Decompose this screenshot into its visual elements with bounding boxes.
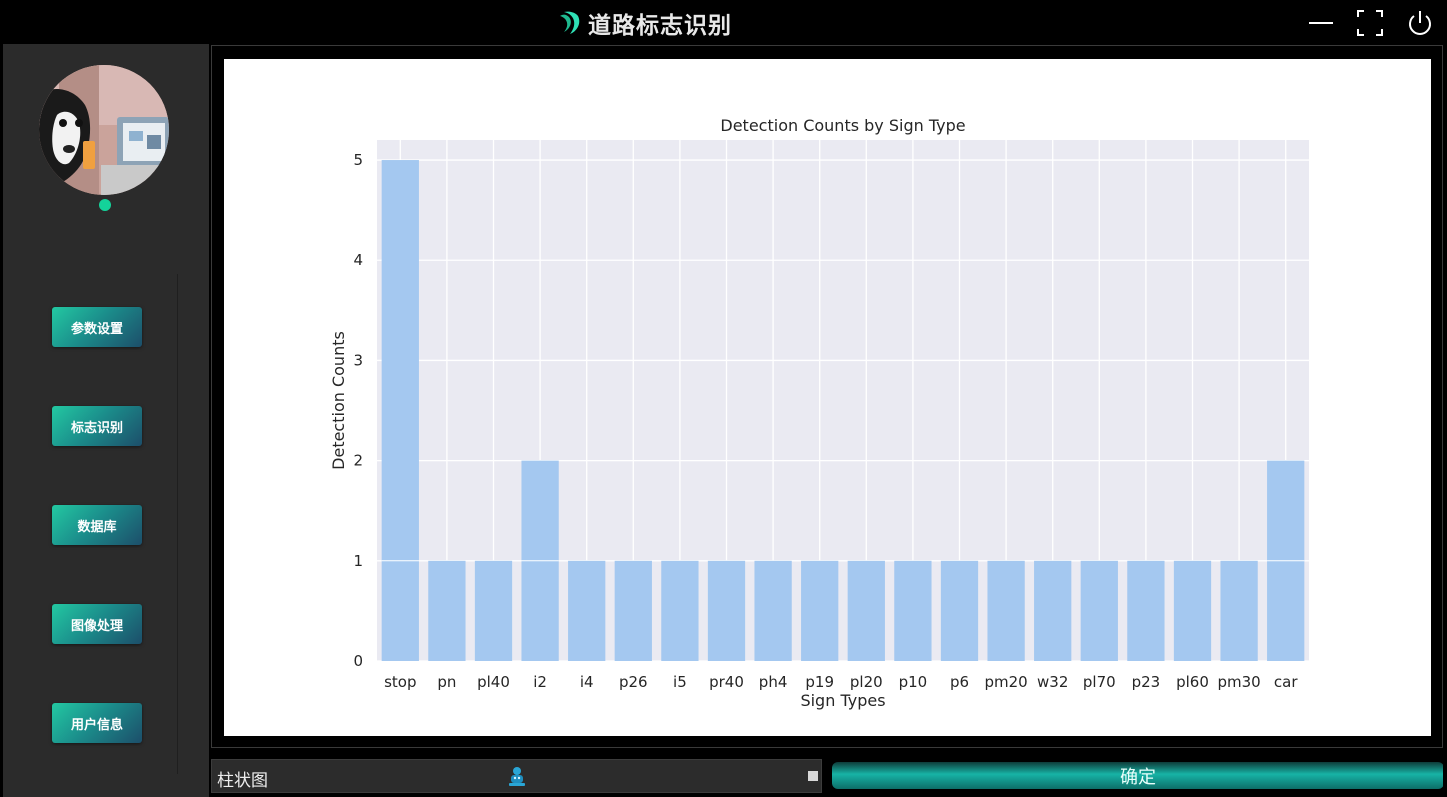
x-tick-label: stop <box>384 673 416 691</box>
nav-image-processing-button[interactable]: 图像处理 <box>52 604 142 644</box>
user-avatar[interactable] <box>39 65 169 195</box>
nav-param-settings-button[interactable]: 参数设置 <box>52 307 142 347</box>
bar-pm20 <box>987 560 1025 661</box>
x-tick-label: pl20 <box>850 673 883 691</box>
chart-type-value: 柱状图 <box>217 771 268 791</box>
maximize-icon[interactable] <box>1355 8 1385 38</box>
sidebar: 参数设置 标志识别 数据库 图像处理 用户信息 <box>3 44 209 797</box>
x-tick-label: pm20 <box>984 673 1027 691</box>
y-tick-label: 4 <box>353 251 363 269</box>
bar-pn <box>428 560 466 661</box>
bar-pm30 <box>1220 560 1258 661</box>
bar-pr40 <box>707 560 746 661</box>
bar-chart: 0 1 2 3 4 5 stop pn pl40 i2 i4 p26 i5 pr40 ph4 p19 pl20 p… <box>329 116 1309 710</box>
minimize-icon[interactable] <box>1306 8 1336 38</box>
app-title-group: 道路标志识别 <box>558 6 732 40</box>
bar-i5 <box>661 560 699 661</box>
bar-p10 <box>894 560 932 661</box>
title-bar: 道路标志识别 <box>0 0 1447 44</box>
bar-p6 <box>940 560 979 661</box>
dropdown-indicator-icon[interactable] <box>808 771 818 781</box>
robot-icon <box>509 767 525 786</box>
bar-i4 <box>568 560 606 661</box>
chart-title: Detection Counts by Sign Type <box>720 116 965 135</box>
x-tick-label: pr40 <box>709 673 744 691</box>
y-tick-label: 2 <box>353 452 363 470</box>
x-tick-label: pl70 <box>1083 673 1116 691</box>
bar-pl40 <box>474 560 513 661</box>
nav-database-button[interactable]: 数据库 <box>52 505 142 545</box>
right-edge <box>1443 0 1447 797</box>
x-tick-label: p26 <box>619 673 648 691</box>
crescent-logo-icon <box>560 11 580 34</box>
bar-p19 <box>801 560 839 661</box>
x-tick-label: p23 <box>1132 673 1161 691</box>
confirm-button[interactable]: 确定 <box>832 762 1444 789</box>
x-tick-label: i2 <box>533 673 547 691</box>
bar-pl20 <box>847 560 885 661</box>
x-tick-label: pl60 <box>1176 673 1209 691</box>
x-tick-label: p6 <box>950 673 969 691</box>
chart-canvas: 0 1 2 3 4 5 stop pn pl40 i2 i4 p26 i5 pr40 ph4 p19 pl20 p… <box>224 59 1431 736</box>
y-tick-label: 3 <box>353 351 363 369</box>
app-title: 道路标志识别 <box>588 13 732 39</box>
bar-p26 <box>614 560 652 661</box>
x-tick-label: ph4 <box>759 673 788 691</box>
power-icon[interactable] <box>1405 8 1435 38</box>
bar-w32 <box>1034 560 1072 661</box>
x-tick-label: pm30 <box>1217 673 1260 691</box>
y-tick-label: 5 <box>353 151 363 169</box>
x-tick-label: pn <box>437 673 456 691</box>
nav-sign-recognition-button[interactable]: 标志识别 <box>52 406 142 446</box>
bar-stop <box>381 160 419 661</box>
x-tick-label: pl40 <box>477 673 510 691</box>
bar-pl70 <box>1080 560 1118 661</box>
x-tick-label: car <box>1274 673 1298 691</box>
bar-ph4 <box>754 560 792 661</box>
chart-type-select[interactable]: 柱状图 <box>211 759 822 793</box>
plot-background <box>377 140 1309 661</box>
x-tick-label: p10 <box>899 673 928 691</box>
x-tick-label: w32 <box>1037 673 1068 691</box>
online-status-dot <box>99 199 111 211</box>
y-tick-label: 1 <box>353 552 363 570</box>
bar-p23 <box>1127 560 1165 661</box>
x-tick-label: i4 <box>580 673 594 691</box>
x-tick-label: i5 <box>673 673 687 691</box>
x-tick-label: p19 <box>805 673 834 691</box>
y-tick-label: 0 <box>353 652 363 670</box>
y-axis-label: Detection Counts <box>329 331 348 470</box>
bar-pl60 <box>1173 560 1212 661</box>
nav-user-info-button[interactable]: 用户信息 <box>52 703 142 743</box>
sidebar-divider <box>177 274 178 774</box>
x-axis-label: Sign Types <box>800 691 885 710</box>
